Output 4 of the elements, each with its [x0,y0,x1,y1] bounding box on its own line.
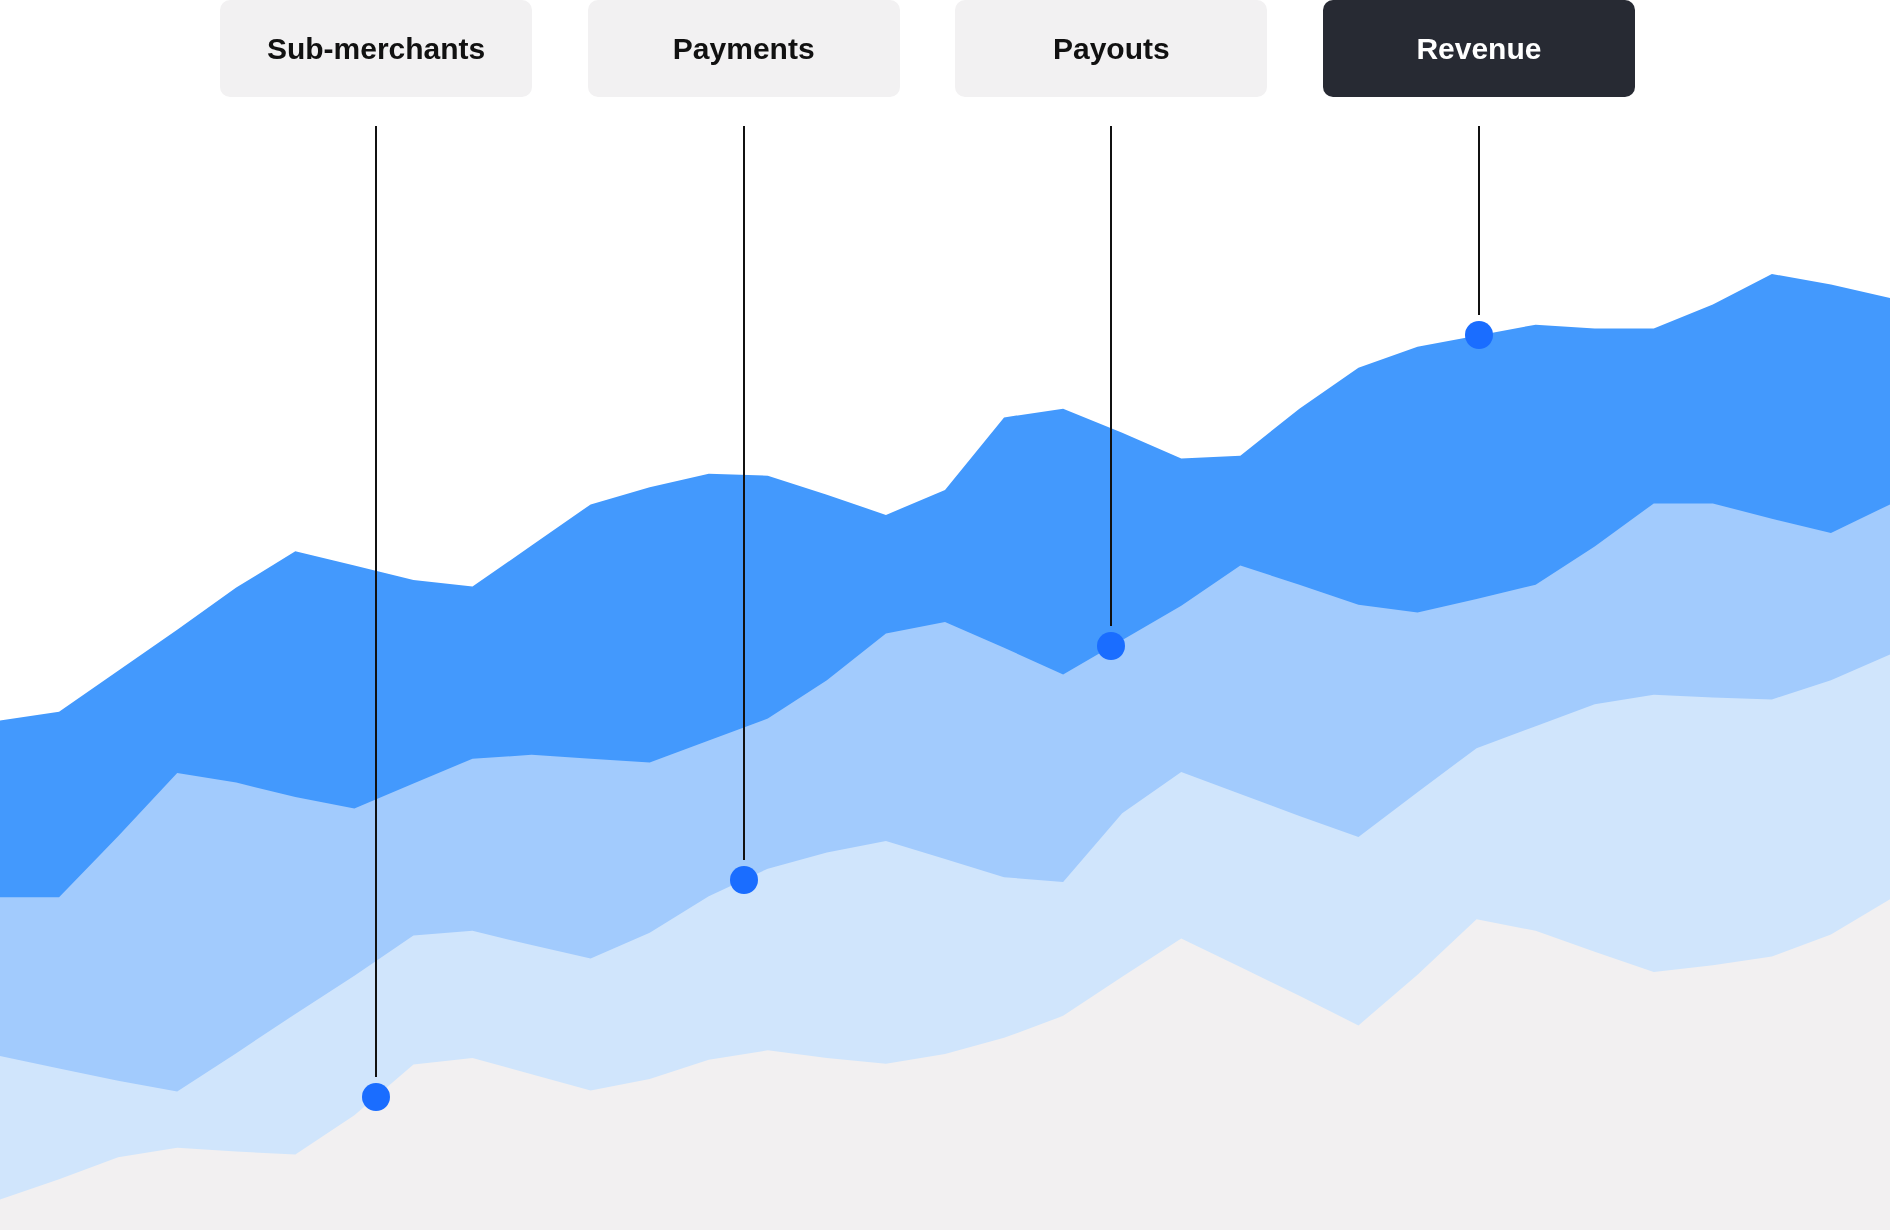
text: Payouts [1052,31,1170,66]
text: Revenue [1416,31,1542,66]
text: Sub-merchants [266,31,486,66]
text: Payments [672,31,815,66]
